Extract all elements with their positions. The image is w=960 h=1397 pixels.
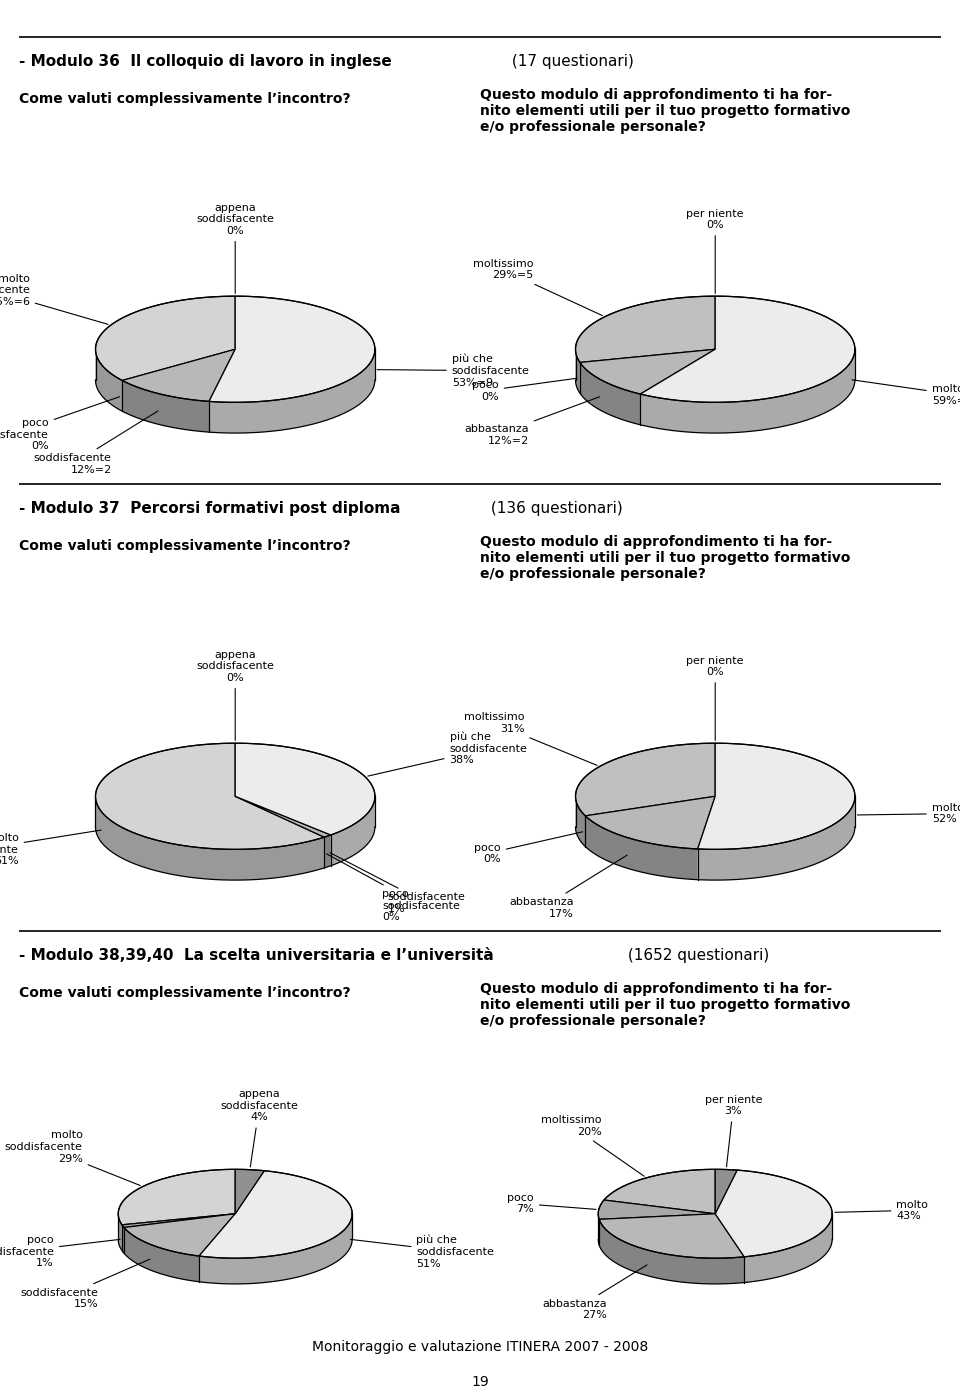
Polygon shape <box>698 796 855 880</box>
Polygon shape <box>599 1220 744 1284</box>
Polygon shape <box>118 1169 235 1225</box>
Polygon shape <box>599 1214 744 1259</box>
Polygon shape <box>124 1214 235 1256</box>
Text: moltissimo
20%: moltissimo 20% <box>541 1115 644 1176</box>
Polygon shape <box>324 835 331 868</box>
Text: appena
soddisfacente
4%: appena soddisfacente 4% <box>221 1090 299 1166</box>
Polygon shape <box>640 349 855 433</box>
Text: moltissimo
29%=5: moltissimo 29%=5 <box>472 258 602 316</box>
Polygon shape <box>331 796 375 866</box>
Polygon shape <box>199 1214 352 1284</box>
Polygon shape <box>586 816 698 880</box>
Text: poco
soddisfacente
1%: poco soddisfacente 1% <box>0 1235 120 1268</box>
Text: più che
soddisfacente
51%: più che soddisfacente 51% <box>350 1235 494 1268</box>
Polygon shape <box>95 743 324 849</box>
Text: moltissimo
31%: moltissimo 31% <box>464 712 597 766</box>
Polygon shape <box>604 1169 715 1214</box>
Polygon shape <box>580 362 640 425</box>
Polygon shape <box>580 349 715 394</box>
Polygon shape <box>715 1169 737 1214</box>
Text: per niente
0%: per niente 0% <box>686 208 744 293</box>
Text: Questo modulo di approfondimento ti ha for-
nito elementi utili per il tuo proge: Questo modulo di approfondimento ti ha f… <box>480 88 851 134</box>
Text: soddisfacente
12%=2: soddisfacente 12%=2 <box>34 411 158 475</box>
Polygon shape <box>95 796 324 880</box>
Polygon shape <box>575 349 580 393</box>
Polygon shape <box>640 296 855 402</box>
Polygon shape <box>199 1171 352 1259</box>
Text: (17 questionari): (17 questionari) <box>507 54 634 68</box>
Text: abbastanza
27%: abbastanza 27% <box>542 1264 647 1320</box>
Text: Questo modulo di approfondimento ti ha for-
nito elementi utili per il tuo proge: Questo modulo di approfondimento ti ha f… <box>480 535 851 581</box>
Polygon shape <box>122 1214 235 1228</box>
Polygon shape <box>122 1225 124 1253</box>
Text: Come valuti complessivamente l’incontro?: Come valuti complessivamente l’incontro? <box>19 539 350 553</box>
Text: soddisfacente
15%: soddisfacente 15% <box>21 1259 150 1309</box>
Polygon shape <box>575 796 586 847</box>
Text: - Modulo 36  Il colloquio di lavoro in inglese: - Modulo 36 Il colloquio di lavoro in in… <box>19 54 392 68</box>
Text: molto
43%: molto 43% <box>835 1200 928 1221</box>
Polygon shape <box>124 1228 199 1282</box>
Text: appena
soddisfacente
0%: appena soddisfacente 0% <box>196 203 275 293</box>
Text: Come valuti complessivamente l’incontro?: Come valuti complessivamente l’incontro? <box>19 92 350 106</box>
Text: molto
soddisfacente
29%: molto soddisfacente 29% <box>5 1130 140 1186</box>
Polygon shape <box>744 1214 832 1282</box>
Polygon shape <box>235 796 331 837</box>
Polygon shape <box>95 349 122 411</box>
Polygon shape <box>118 1214 122 1250</box>
Text: poco
0%: poco 0% <box>474 831 583 865</box>
Text: poco
0%: poco 0% <box>472 379 577 401</box>
Polygon shape <box>575 743 715 816</box>
Polygon shape <box>95 296 235 380</box>
Text: - Modulo 38,39,40  La scelta universitaria e l’università: - Modulo 38,39,40 La scelta universitari… <box>19 949 494 963</box>
Polygon shape <box>586 796 715 849</box>
Polygon shape <box>598 1200 715 1220</box>
Text: per niente
3%: per niente 3% <box>705 1095 762 1166</box>
Text: Come valuti complessivamente l’incontro?: Come valuti complessivamente l’incontro? <box>19 986 350 1000</box>
Text: più che
soddisfacente
53%=9: più che soddisfacente 53%=9 <box>377 353 530 387</box>
Polygon shape <box>235 1169 264 1214</box>
Text: abbastanza
12%=2: abbastanza 12%=2 <box>464 397 600 446</box>
Text: per niente
0%: per niente 0% <box>686 655 744 740</box>
Text: molto
52%: molto 52% <box>857 803 960 824</box>
Polygon shape <box>698 743 855 849</box>
Polygon shape <box>209 296 375 402</box>
Text: appena
soddisfacente
0%: appena soddisfacente 0% <box>196 650 275 740</box>
Text: 19: 19 <box>471 1375 489 1389</box>
Text: (1652 questionari): (1652 questionari) <box>623 949 770 963</box>
Text: Questo modulo di approfondimento ti ha for-
nito elementi utili per il tuo proge: Questo modulo di approfondimento ti ha f… <box>480 982 851 1028</box>
Text: (136 questionari): (136 questionari) <box>486 502 622 515</box>
Polygon shape <box>122 349 235 401</box>
Polygon shape <box>715 1171 832 1257</box>
Text: poco
soddisfacente
0%: poco soddisfacente 0% <box>326 854 460 922</box>
Text: più che
soddisfacente
38%: più che soddisfacente 38% <box>368 732 527 777</box>
Text: abbastanza
17%: abbastanza 17% <box>510 855 627 919</box>
Text: poco
7%: poco 7% <box>507 1193 596 1214</box>
Text: molto
59%=10: molto 59%=10 <box>852 380 960 405</box>
Text: - Modulo 37  Percorsi formativi post diploma: - Modulo 37 Percorsi formativi post dipl… <box>19 502 400 515</box>
Text: molto
soddisfacente
35%=6: molto soddisfacente 35%=6 <box>0 274 108 324</box>
Polygon shape <box>575 296 715 362</box>
Text: poco
soddisfacente
0%: poco soddisfacente 0% <box>0 397 120 451</box>
Polygon shape <box>235 743 375 835</box>
Text: Monitoraggio e valutazione ITINERA 2007 - 2008: Monitoraggio e valutazione ITINERA 2007 … <box>312 1340 648 1354</box>
Text: soddisfacente
1%: soddisfacente 1% <box>330 852 466 914</box>
Text: molto
soddisfacente
61%: molto soddisfacente 61% <box>0 830 101 866</box>
Polygon shape <box>122 380 209 432</box>
Polygon shape <box>209 349 375 433</box>
